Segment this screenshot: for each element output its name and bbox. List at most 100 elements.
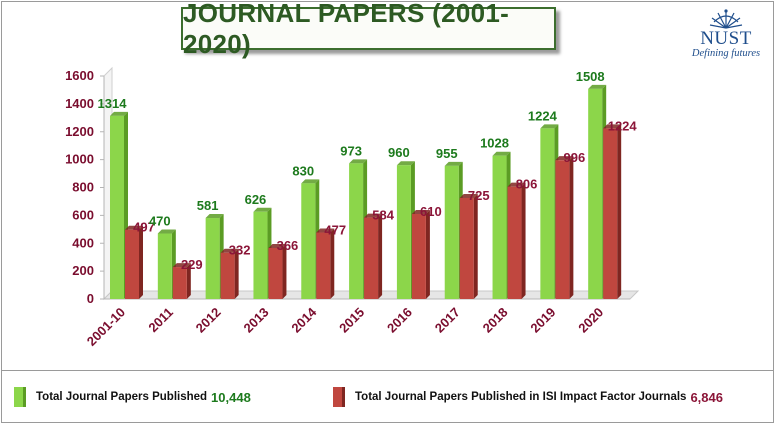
data-label-total-2017: 955 <box>436 146 458 161</box>
bar-total-2019 <box>540 128 555 299</box>
data-label-total-2016: 960 <box>388 145 410 160</box>
bar-isi-2001-10-side <box>139 225 143 299</box>
legend-label-total: Total Journal Papers Published <box>36 391 208 403</box>
x-tick-label-2012: 2012 <box>193 305 224 336</box>
bar-total-2011 <box>157 233 172 299</box>
bar-isi-2014-side <box>330 228 335 299</box>
bar-total-2014 <box>301 183 316 299</box>
data-label-isi-2020: 1224 <box>608 118 638 133</box>
data-label-isi-2012: 332 <box>229 243 251 258</box>
bar-total-2018-top <box>492 151 511 156</box>
bar-total-2020 <box>588 88 603 299</box>
x-tick-label-2014: 2014 <box>288 304 320 336</box>
y-tick-label: 0 <box>87 291 94 306</box>
bar-isi-2018-side <box>521 182 526 299</box>
data-label-total-2011: 470 <box>149 213 171 228</box>
bar-isi-2014 <box>316 232 331 299</box>
bar-isi-2018-top <box>507 182 526 187</box>
bar-total-2016 <box>396 165 411 299</box>
bar-total-2013 <box>253 211 268 299</box>
bar-isi-2012 <box>220 252 235 299</box>
bar-isi-2011 <box>172 267 187 299</box>
y-tick-label: 400 <box>72 235 94 250</box>
data-label-isi-2019: 996 <box>564 150 586 165</box>
data-label-isi-2011: 229 <box>181 257 203 272</box>
data-label-isi-2016: 610 <box>420 204 442 219</box>
legend-item-total: Total Journal Papers Published 10,448 <box>14 387 251 407</box>
bar-total-2013-top <box>253 207 272 212</box>
bar-isi-2014-top <box>316 228 335 233</box>
bar-total-2011-top <box>157 229 176 234</box>
logo-tagline: Defining futures <box>691 48 761 59</box>
bar-isi-2013 <box>268 247 283 299</box>
bar-isi-2013-top <box>268 243 287 248</box>
bar-total-2020-top <box>588 84 607 89</box>
y-tick-label: 600 <box>72 207 94 222</box>
bar-isi-2012-top <box>220 248 239 253</box>
bar-isi-2015-top <box>364 213 383 218</box>
x-tick-label-2017: 2017 <box>432 305 463 336</box>
legend-swatch-total <box>14 387 26 407</box>
bar-isi-2016 <box>411 213 426 299</box>
bar-total-2016-top <box>396 161 415 166</box>
bar-total-2012 <box>205 218 220 299</box>
bar-total-2012-top <box>205 214 224 219</box>
x-tick-label-2019: 2019 <box>527 305 558 336</box>
data-label-isi-2015: 584 <box>372 208 394 223</box>
x-tick-label-2016: 2016 <box>384 305 415 336</box>
bar-total-2001-10-top <box>110 111 128 116</box>
data-label-isi-2013: 366 <box>277 238 299 253</box>
nust-logo: NUST Defining futures <box>686 8 766 63</box>
legend-isi-value: 6,846 <box>690 389 723 405</box>
y-tick-label: 200 <box>72 263 94 278</box>
data-label-isi-2018: 806 <box>516 177 538 192</box>
bar-total-2018 <box>492 155 507 299</box>
bar-isi-2001-10-top <box>125 225 143 230</box>
data-label-total-2001-10: 1314 <box>98 96 128 111</box>
bar-total-2014-top <box>301 179 320 184</box>
data-label-isi-2001-10: 497 <box>133 220 155 235</box>
bar-total-2017-top <box>444 161 463 166</box>
bar-isi-2017 <box>459 197 474 299</box>
legend-total-value: 10,448 <box>211 389 251 405</box>
bar-total-2017 <box>444 165 459 299</box>
data-label-isi-2014: 477 <box>324 223 346 238</box>
y-tick-label: 800 <box>72 180 94 195</box>
data-label-total-2014: 830 <box>292 163 314 178</box>
bar-isi-2020-top <box>603 124 622 129</box>
bar-isi-2017-top <box>459 193 478 198</box>
data-label-total-2020: 1508 <box>576 69 605 84</box>
bar-isi-2018 <box>507 186 522 299</box>
bar-isi-2019-top <box>555 156 574 161</box>
bar-isi-2020 <box>603 128 618 299</box>
bar-total-2015 <box>349 163 364 299</box>
bar-isi-2015-side <box>378 213 383 299</box>
data-label-isi-2017: 725 <box>468 188 490 203</box>
bar-isi-2017-side <box>473 193 478 299</box>
data-label-total-2012: 581 <box>197 198 219 213</box>
nust-emblem-icon <box>709 9 743 29</box>
data-label-total-2013: 626 <box>245 192 267 207</box>
data-label-total-2019: 1224 <box>528 108 558 123</box>
bar-isi-2019 <box>555 160 570 299</box>
x-tick-label-2020: 2020 <box>575 305 606 336</box>
bar-total-2001-10 <box>110 115 124 299</box>
bar-total-2015-top <box>349 159 368 164</box>
legend-label-isi: Total Journal Papers Published in ISI Im… <box>355 391 687 403</box>
x-tick-label-2018: 2018 <box>480 305 511 336</box>
data-label-total-2015: 973 <box>340 143 362 158</box>
bar-isi-2015 <box>364 217 379 299</box>
y-tick-label: 1200 <box>65 124 94 139</box>
bar-isi-2001-10 <box>125 229 139 299</box>
x-tick-label-2011: 2011 <box>145 305 176 336</box>
bar-isi-2012-side <box>234 248 239 299</box>
y-tick-label: 1600 <box>65 68 94 83</box>
logo-name: NUST <box>700 28 752 49</box>
legend-divider <box>1 370 774 371</box>
bar-isi-2013-side <box>282 243 287 299</box>
y-tick-label: 1000 <box>65 152 94 167</box>
legend-item-isi: Total Journal Papers Published in ISI Im… <box>333 387 723 407</box>
bar-isi-2020-side <box>617 124 622 299</box>
